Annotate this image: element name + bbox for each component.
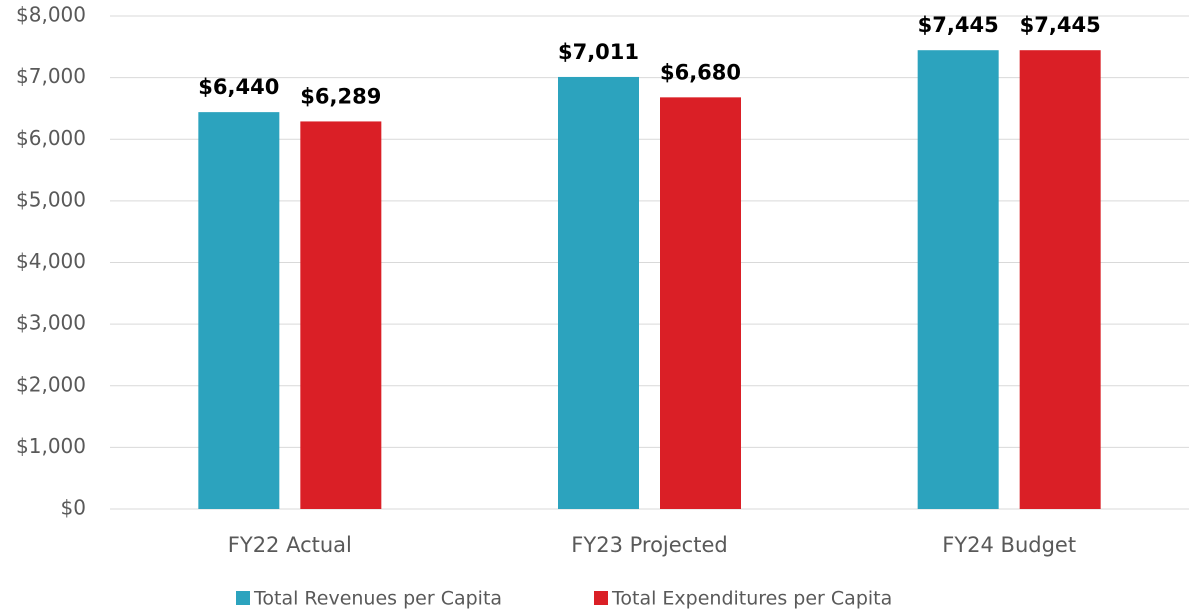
bar xyxy=(917,50,999,509)
y-tick-label: $8,000 xyxy=(16,3,86,27)
x-tick-label: FY23 Projected xyxy=(571,533,727,557)
y-tick-label: $1,000 xyxy=(16,434,86,458)
data-label: $6,440 xyxy=(198,75,279,99)
y-tick-label: $5,000 xyxy=(16,187,86,211)
x-tick-label: FY24 Budget xyxy=(942,533,1076,557)
bar xyxy=(660,97,741,509)
data-label: $6,680 xyxy=(660,60,741,84)
legend-swatch xyxy=(236,591,250,605)
bar xyxy=(1019,50,1101,509)
x-tick-label: FY22 Actual xyxy=(228,533,352,557)
y-tick-label: $4,000 xyxy=(16,249,86,273)
bar xyxy=(198,112,280,509)
legend-label: Total Revenues per Capita xyxy=(253,588,502,610)
data-label: $7,011 xyxy=(558,40,639,64)
y-tick-label: $6,000 xyxy=(16,126,86,150)
data-label: $7,445 xyxy=(1020,13,1101,37)
y-tick-label: $0 xyxy=(61,496,86,520)
bar xyxy=(300,121,382,510)
legend-swatch xyxy=(594,591,608,605)
y-tick-label: $7,000 xyxy=(16,64,86,88)
y-tick-label: $3,000 xyxy=(16,311,86,335)
data-label: $7,445 xyxy=(918,13,999,37)
data-label: $6,289 xyxy=(300,84,381,108)
y-tick-label: $2,000 xyxy=(16,372,86,396)
legend-label: Total Expenditures per Capita xyxy=(611,588,892,610)
bar xyxy=(558,76,639,509)
